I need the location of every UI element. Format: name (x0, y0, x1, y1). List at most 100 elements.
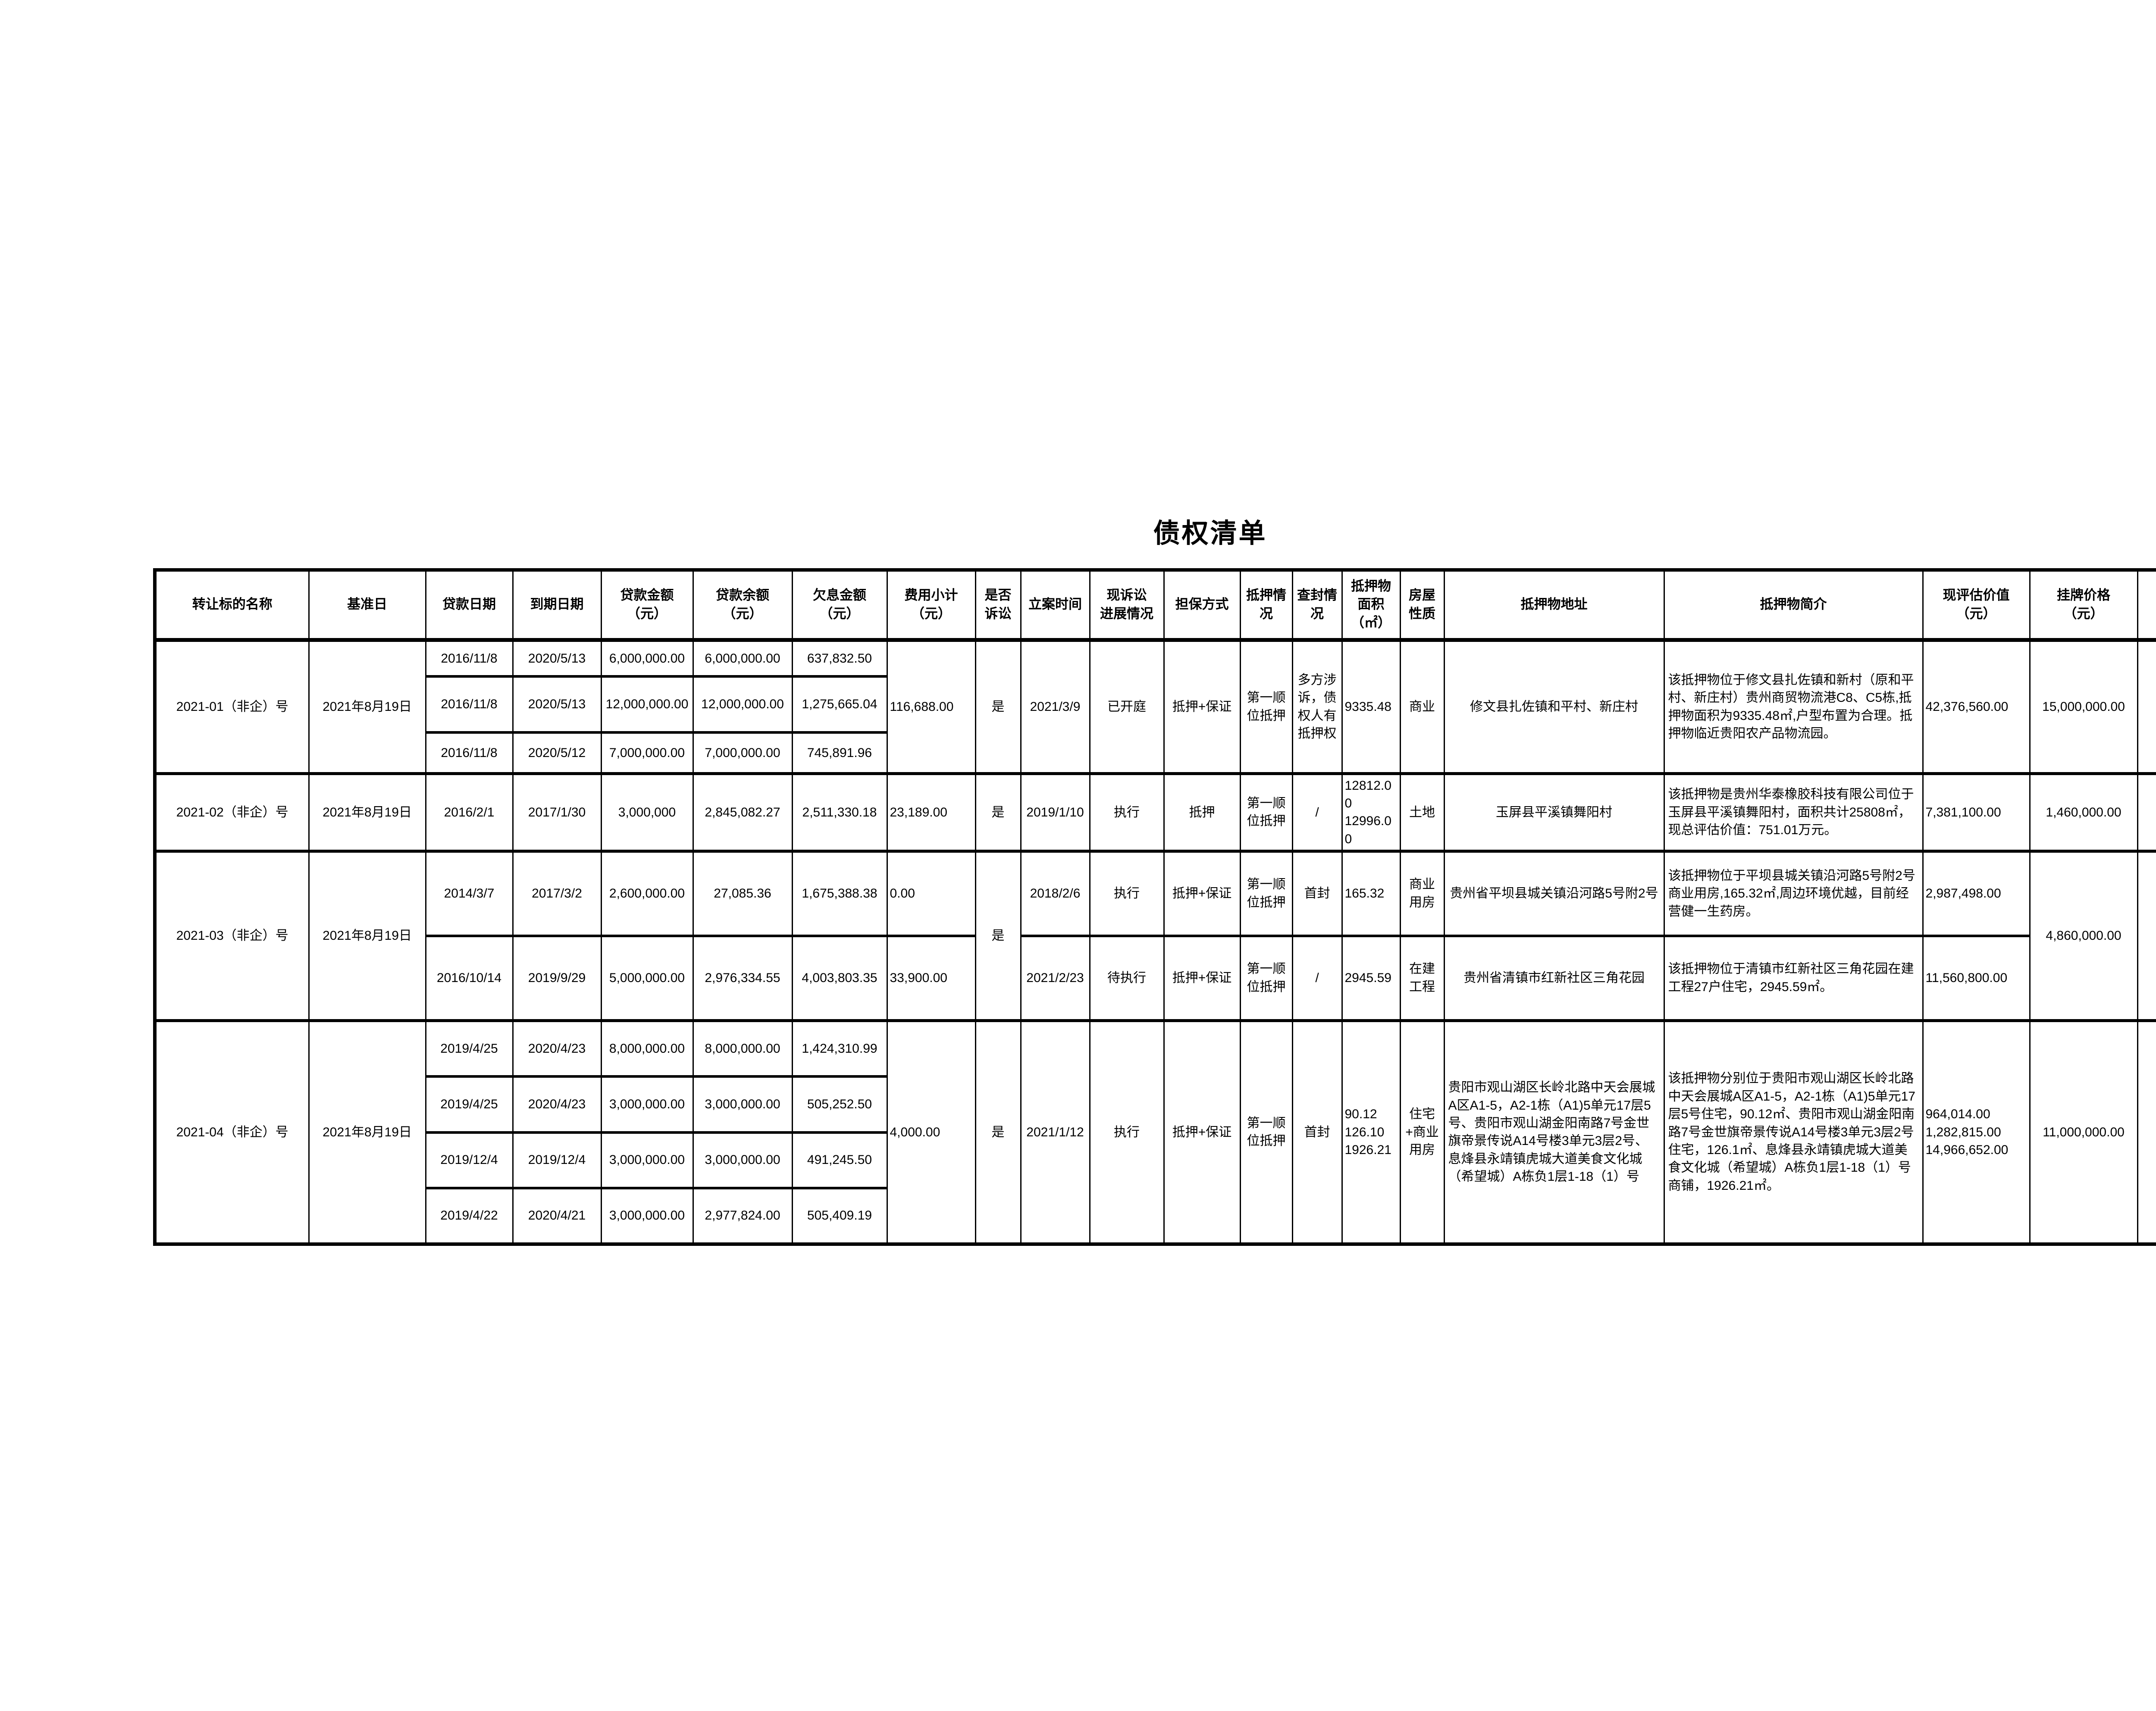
cell-loan-balance: 3,000,000.00 (692, 1131, 793, 1189)
cell-loan-balance: 27,085.36 (692, 850, 793, 937)
cell-intro: 该抵押物分别位于贵阳市观山湖区长岭北路中天会展城A区A1-5，A2-1栋（A1)… (1663, 1019, 1924, 1245)
cell-guarantee: 抵押+保证 (1163, 1019, 1241, 1245)
cell-loan-balance: 2,976,334.55 (692, 934, 793, 1022)
table-row: 2021-02（非企）号 2021年8月19日 2016/2/1 2017/1/… (154, 772, 2156, 852)
cell-interest: 4,003,803.35 (791, 934, 888, 1022)
cell-seizure: 首封 (1291, 1019, 1343, 1245)
cell-litigation: 是 (975, 772, 1022, 852)
cell-loan-balance: 2,977,824.00 (692, 1186, 793, 1245)
cell-loan-date: 2016/11/8 (425, 731, 514, 774)
cell-price: 11,000,000.00 (2029, 1019, 2138, 1245)
cell-loan-amount: 7,000,000.00 (600, 731, 694, 774)
col-header-loan-date: 贷款日期 (425, 569, 514, 642)
cell-loan-amount: 2,600,000.00 (600, 850, 694, 937)
cell-mortgage-status: 第一顺位抵押 (1239, 638, 1293, 774)
cell-address: 贵阳市观山湖区长岭北路中天会展城A区A1-5，A2-1栋（A1)5单元17层5号… (1443, 1019, 1665, 1245)
cell-litigation: 是 (975, 850, 1022, 1022)
cell-case-date: 2021/2/23 (1020, 934, 1091, 1022)
cell-due-date: 2020/4/23 (512, 1075, 602, 1133)
cell-progress: 执行 (1089, 772, 1165, 852)
cell-area: 165.32 (1341, 850, 1401, 937)
table-row: 2021-03（非企）号 2021年8月19日 2014/3/7 2017/3/… (154, 850, 2156, 1022)
cell-interest: 1,675,388.38 (791, 850, 888, 937)
cell-interest: 2,511,330.18 (791, 772, 888, 852)
cell-loan-date: 2019/4/22 (425, 1186, 514, 1245)
cell-loan-amount: 3,000,000.00 (600, 1131, 694, 1189)
col-header-evaluation: 现评估价值 （元） (1922, 569, 2031, 642)
cell-intro: 该抵押物位于清镇市红新社区三角花园在建工程27户住宅，2945.59㎡。 (1663, 934, 1924, 1022)
col-header-guarantee: 担保方式 (1163, 569, 1241, 642)
cell-intro: 该抵押物位于平坝县城关镇沿河路5号附2号商业用房,165.32㎡,周边环境优越，… (1663, 850, 1924, 937)
cell-loan-balance: 3,000,000.00 (692, 1075, 793, 1133)
cell-transfer-name: 2021-02（非企）号 (154, 772, 310, 852)
cell-loan-date: 2014/3/7 (425, 850, 514, 937)
cell-loan-balance: 8,000,000.00 (692, 1019, 793, 1077)
cell-loan-balance: 7,000,000.00 (692, 731, 793, 774)
cell-due-date: 2019/12/4 (512, 1131, 602, 1189)
cell-house-type: 商业 (1399, 638, 1445, 774)
cell-fee-subtotal: 23,189.00 (886, 772, 976, 852)
cell-loan-amount: 3,000,000 (600, 772, 694, 852)
table-row: 2016/11/8 2020/5/12 7,000,000.00 7,000,0… (155, 731, 2156, 774)
table-row: 2021-04（非企）号 2021年8月19日 2019/4/25 2020/4… (154, 1019, 2156, 1245)
page-title: 债权清单 (1153, 519, 1267, 548)
cell-loan-amount: 12,000,000.00 (600, 675, 694, 733)
cell-interest: 1,424,310.99 (791, 1019, 888, 1077)
cell-progress: 待执行 (1089, 934, 1165, 1022)
col-header-progress: 现诉讼 进展情况 (1089, 569, 1165, 642)
col-header-due-date: 到期日期 (512, 569, 602, 642)
col-header-seizure: 查封情况 (1291, 569, 1343, 642)
cell-evaluation: 42,376,560.00 (1922, 638, 2031, 774)
cell-mortgage-status: 第一顺位抵押 (1239, 934, 1293, 1022)
table-row: 2019/4/22 2020/4/21 3,000,000.00 2,977,8… (155, 1186, 2156, 1245)
col-header-transfer-name: 转让标的名称 (154, 569, 310, 642)
cell-deposit: 1,530,000.00 (2137, 1019, 2156, 1245)
cell-interest: 491,245.50 (791, 1131, 888, 1189)
cell-progress: 执行 (1089, 1019, 1165, 1245)
cell-case-date: 2018/2/6 (1020, 850, 1091, 937)
cell-interest: 1,275,665.04 (791, 675, 888, 733)
cell-litigation: 是 (975, 1019, 1022, 1245)
col-header-loan-amount: 贷款金额 （元） (600, 569, 694, 642)
cell-interest: 745,891.96 (791, 731, 888, 774)
cell-address: 贵州省清镇市红新社区三角花园 (1443, 934, 1665, 1022)
cell-base-date: 2021年8月19日 (308, 772, 426, 852)
cell-deposit: 146,000.00 (2137, 772, 2156, 852)
header-row: 转让标的名称 基准日 贷款日期 到期日期 贷款金额 （元） 贷款余额 （元） 欠… (154, 569, 2156, 642)
cell-transfer-name: 2021-01（非企）号 (154, 638, 310, 774)
cell-intro: 该抵押物位于修文县扎佐镇和新村（原和平村、新庄村）贵州商贸物流港C8、C5栋,抵… (1663, 638, 1924, 774)
cell-guarantee: 抵押 (1163, 772, 1241, 852)
cell-house-type: 在建工程 (1399, 934, 1445, 1022)
cell-loan-date: 2016/11/8 (425, 638, 514, 677)
cell-base-date: 2021年8月19日 (308, 638, 426, 774)
cell-progress: 已开庭 (1089, 638, 1165, 774)
table-row: 2016/10/14 2019/9/29 5,000,000.00 2,976,… (155, 934, 2156, 1022)
cell-due-date: 2020/5/13 (512, 638, 602, 677)
cell-evaluation: 11,560,800.00 (1922, 934, 2031, 1022)
cell-mortgage-status: 第一顺位抵押 (1239, 850, 1293, 937)
cell-fee-subtotal: 0.00 (886, 850, 976, 937)
col-header-fee-subtotal: 费用小计 （元） (886, 569, 976, 642)
cell-due-date: 2020/5/12 (512, 731, 602, 774)
cell-mortgage-status: 第一顺位抵押 (1239, 772, 1293, 852)
cell-case-date: 2019/1/10 (1020, 772, 1091, 852)
cell-seizure: 多方涉诉，债权人有抵押权 (1291, 638, 1343, 774)
cell-due-date: 2017/1/30 (512, 772, 602, 852)
col-header-address: 抵押物地址 (1443, 569, 1665, 642)
col-header-deposit: 保证金 （元） (2137, 569, 2156, 642)
cell-due-date: 2017/3/2 (512, 850, 602, 937)
cell-due-date: 2019/9/29 (512, 934, 602, 1022)
cell-loan-balance: 6,000,000.00 (692, 638, 793, 677)
cell-due-date: 2020/4/23 (512, 1019, 602, 1077)
cell-area: 12812.00 12996.00 (1341, 772, 1401, 852)
cell-transfer-name: 2021-03（非企）号 (154, 850, 310, 1022)
cell-case-date: 2021/1/12 (1020, 1019, 1091, 1245)
cell-loan-amount: 8,000,000.00 (600, 1019, 694, 1077)
cell-guarantee: 抵押+保证 (1163, 850, 1241, 937)
cell-base-date: 2021年8月19日 (308, 1019, 426, 1245)
cell-fee-subtotal: 4,000.00 (886, 1019, 976, 1245)
debt-list-table: 转让标的名称 基准日 贷款日期 到期日期 贷款金额 （元） 贷款余额 （元） 欠… (153, 568, 2156, 1246)
table-row: 2019/4/25 2020/4/23 3,000,000.00 3,000,0… (155, 1075, 2156, 1133)
cell-area: 9335.48 (1341, 638, 1401, 774)
cell-guarantee: 抵押+保证 (1163, 934, 1241, 1022)
